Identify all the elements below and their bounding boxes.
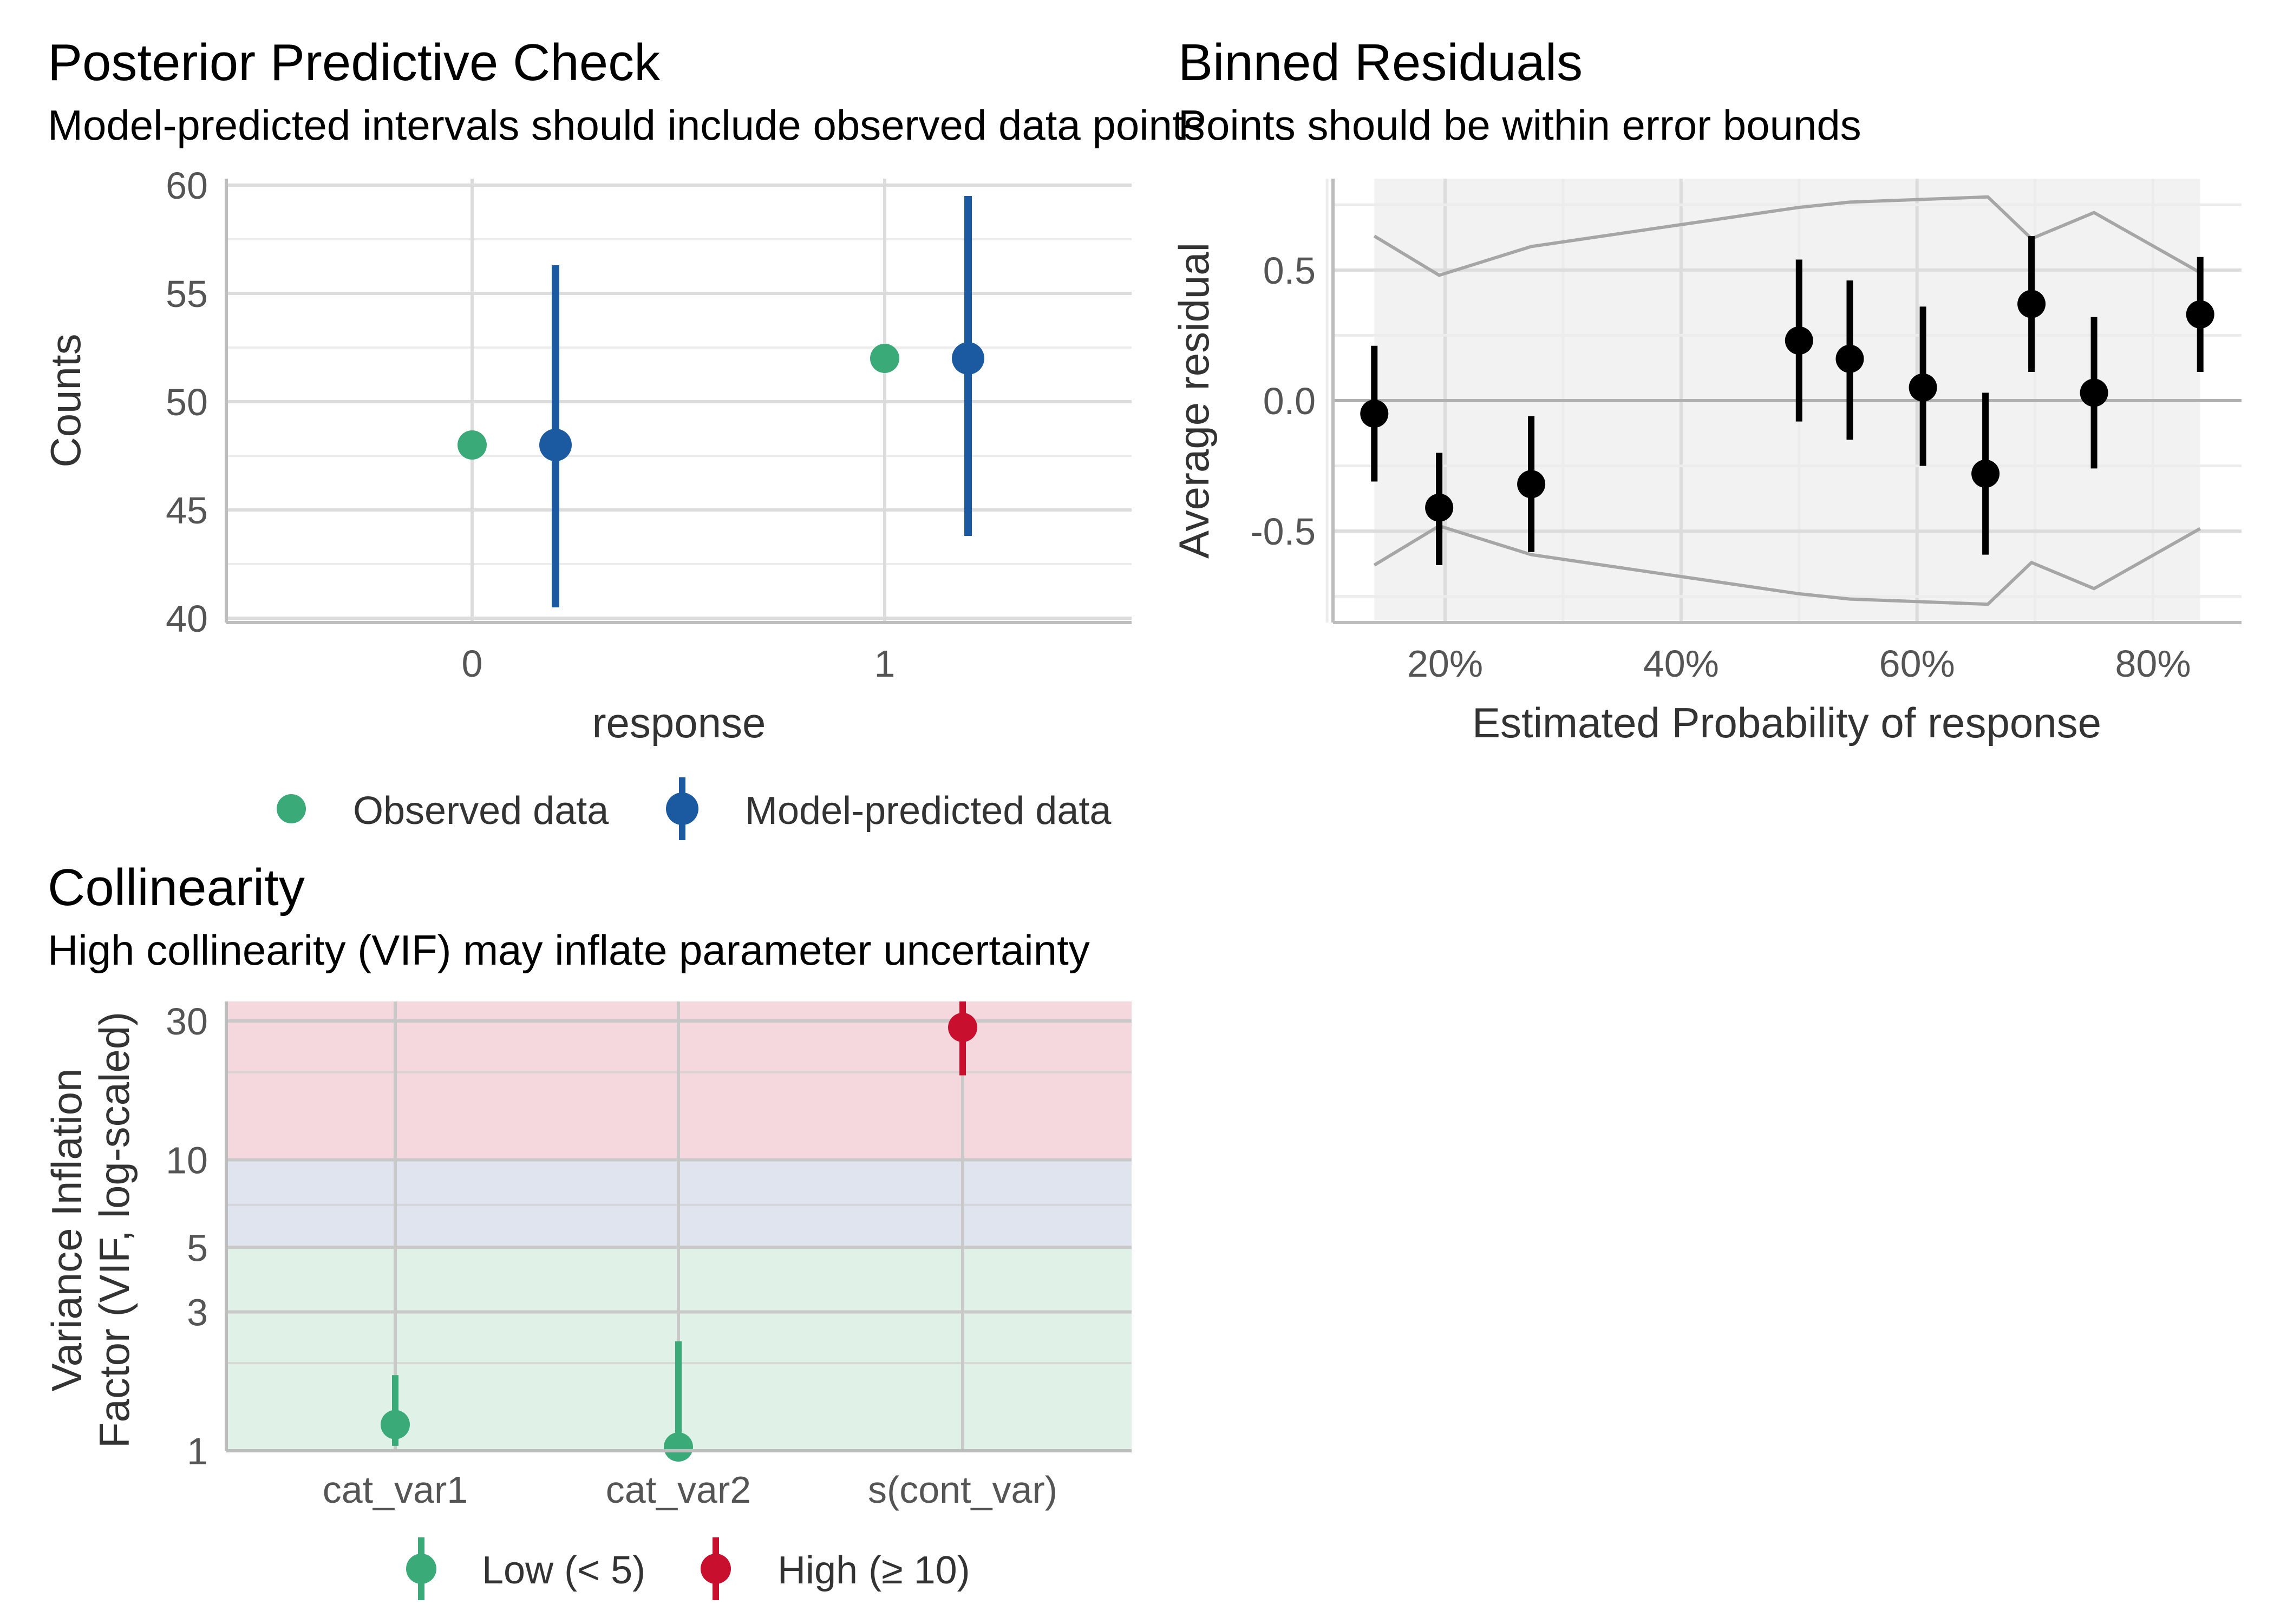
ppc-subtitle: Model-predicted intervals should include… [48, 101, 1205, 149]
ppc-x-axis-title: response [592, 699, 766, 746]
vif-plot-area [226, 1001, 1132, 1462]
br-residual-point [1909, 373, 1937, 402]
br-y-tick-label: 0.0 [1263, 380, 1316, 422]
vif-y-axis-title-line1: Variance Inflation [43, 1069, 90, 1392]
br-plot-area [1325, 179, 2242, 623]
legend-observed-label: Observed data [353, 789, 609, 833]
ppc-marks [458, 196, 984, 607]
ppc-grid [226, 179, 1132, 623]
ppc-predicted-point [539, 429, 572, 461]
ppc-y-tick-label: 55 [166, 273, 208, 315]
br-residual-point [1835, 344, 1864, 373]
legend-low-label: Low (< 5) [482, 1549, 645, 1592]
ppc-observed-point [870, 344, 899, 373]
ppc-title: Posterior Predictive Check [48, 34, 661, 91]
vif-y-tick-label: 5 [187, 1227, 208, 1269]
vif-legend: Low (< 5) High (≥ 10) [406, 1537, 970, 1600]
legend-high-label: High (≥ 10) [777, 1549, 970, 1592]
br-x-tick-label: 40% [1643, 643, 1719, 685]
binned-residuals-panel: -0.5 0.0 0.5 20% 40% 60% 80% Estimated Probab… [1170, 34, 2242, 746]
br-residual-point [2186, 300, 2214, 329]
vif-point [381, 1410, 410, 1439]
br-upper-bound-line [1373, 195, 2201, 277]
vif-y-tick-label: 3 [187, 1292, 208, 1334]
ppc-y-tick-label: 60 [166, 165, 208, 207]
ppc-y-tick-label: 50 [166, 381, 208, 423]
legend-high-marker [701, 1554, 731, 1584]
br-residual-point [1971, 460, 2000, 488]
br-x-axis-title: Estimated Probability of response [1472, 699, 2101, 746]
br-residual-point [1517, 470, 1546, 499]
vif-y-tick-label: 30 [166, 1000, 208, 1043]
vif-title: Collinearity [48, 859, 305, 916]
br-y-axis-title: Average residual [1170, 243, 1218, 559]
vif-point [948, 1012, 977, 1042]
vif-subtitle: High collinearity (VIF) may inflate para… [48, 926, 1090, 974]
br-y-tick-label: -0.5 [1250, 510, 1316, 553]
vif-y-axis-title: Variance Inflation Factor (VIF, log-scal… [43, 1012, 138, 1448]
vif-x-tick-labels: cat_var1 cat_var2 s(cont_var) [323, 1469, 1057, 1511]
vif-y-tick-label: 1 [187, 1430, 208, 1472]
br-title: Binned Residuals [1178, 34, 1583, 91]
ppc-y-axis-title: Counts [42, 333, 89, 467]
vif-x-tick-label: s(cont_var) [868, 1469, 1057, 1511]
ppc-legend: Observed data Model-predicted data [277, 777, 1112, 840]
legend-predicted-label: Model-predicted data [745, 789, 1112, 833]
ppc-panel: Posterior Predictive Check Model-predict… [42, 34, 1205, 840]
ppc-observed-point [458, 430, 487, 460]
vif-x-tick-label: cat_var1 [323, 1469, 468, 1511]
ppc-predicted-point [952, 342, 984, 375]
br-lower-bound-line [1373, 524, 2201, 606]
br-residual-point [1785, 326, 1813, 355]
vif-y-tick-labels: 1 3 5 10 30 [166, 1000, 208, 1472]
br-x-tick-label: 20% [1407, 643, 1483, 685]
br-subtitle: Points should be within error bounds [1178, 101, 1861, 149]
legend-predicted-marker [666, 793, 698, 825]
collinearity-panel: Collinearity High collinearity (VIF) may… [43, 859, 1132, 1600]
ppc-x-tick-label: 1 [874, 643, 896, 685]
ppc-x-tick-label: 0 [462, 643, 483, 685]
br-x-tick-labels: 20% 40% 60% 80% [1407, 643, 2191, 685]
br-y-tick-label: 0.5 [1263, 250, 1316, 292]
br-x-tick-label: 80% [2115, 643, 2191, 685]
br-residual-point [1425, 493, 1454, 522]
br-residual-point [1360, 400, 1389, 428]
ppc-y-tick-labels: 40 45 50 55 60 [166, 165, 208, 640]
ppc-y-tick-label: 45 [166, 489, 208, 532]
br-residual-point [2080, 378, 2108, 407]
legend-observed-marker [277, 794, 306, 823]
legend-low-marker [406, 1554, 436, 1584]
br-x-tick-label: 60% [1879, 643, 1955, 685]
vif-y-tick-label: 10 [166, 1139, 208, 1181]
br-y-tick-labels: -0.5 0.0 0.5 [1250, 250, 1316, 553]
vif-y-axis-title-line2: Factor (VIF, log-scaled) [90, 1012, 138, 1448]
vif-x-tick-label: cat_var2 [606, 1469, 751, 1511]
vif-point [664, 1432, 693, 1462]
ppc-y-tick-label: 40 [166, 598, 208, 640]
br-residual-point [2017, 290, 2046, 318]
